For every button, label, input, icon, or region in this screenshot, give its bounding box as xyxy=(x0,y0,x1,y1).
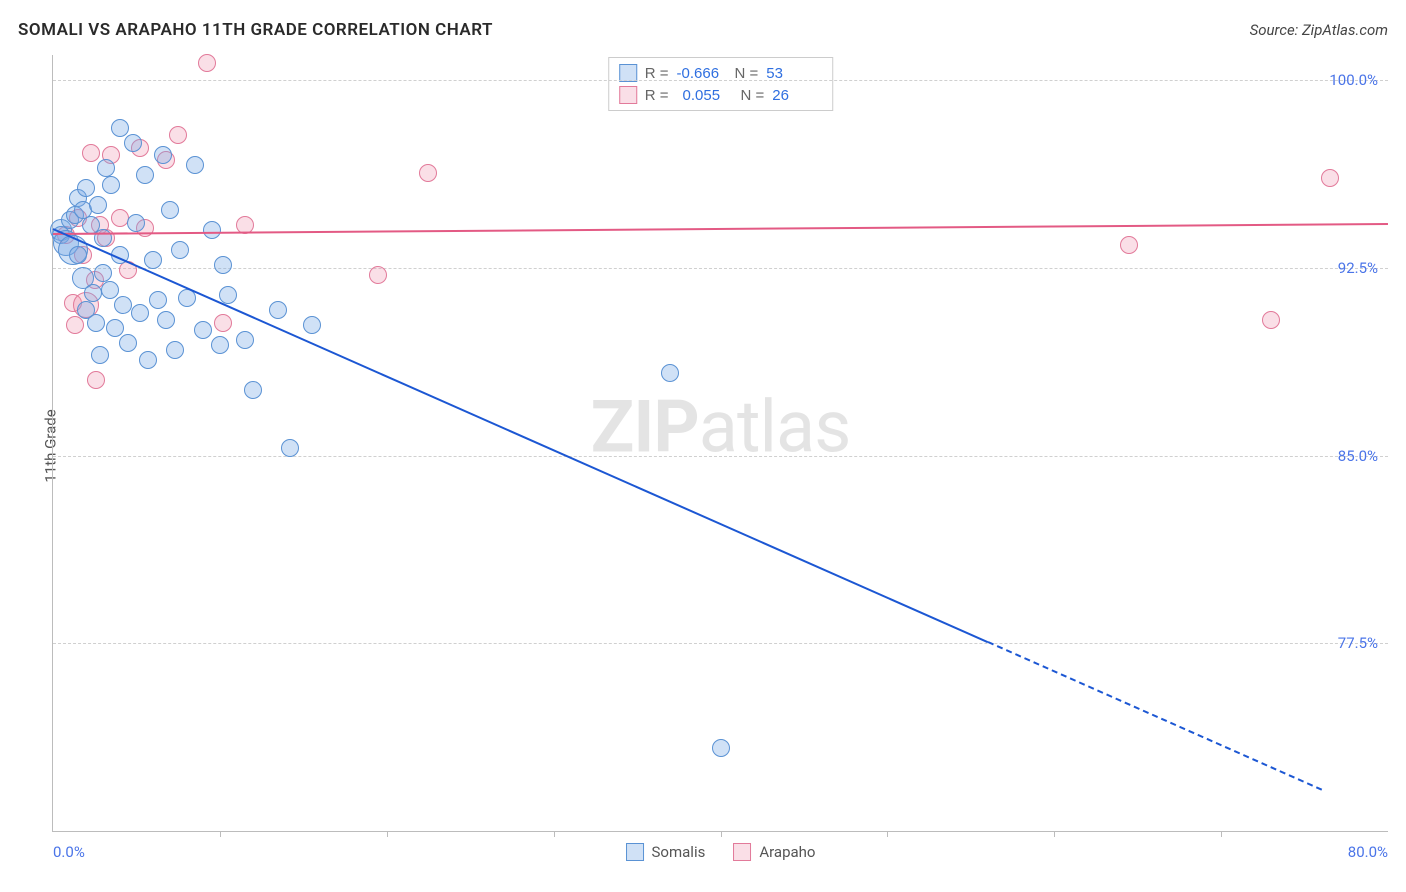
data-point-somalis xyxy=(87,314,105,332)
data-point-somalis xyxy=(94,264,112,282)
series-legend: Somalis Arapaho xyxy=(626,843,816,861)
gridline xyxy=(53,456,1388,457)
gridline xyxy=(53,268,1388,269)
data-point-somalis xyxy=(139,351,157,369)
x-axis-min-label: 0.0% xyxy=(53,843,85,861)
data-point-arapaho xyxy=(1321,169,1339,187)
data-point-somalis xyxy=(127,214,145,232)
data-point-somalis xyxy=(171,241,189,259)
data-point-somalis xyxy=(712,739,730,757)
data-point-somalis xyxy=(211,336,229,354)
data-point-arapaho xyxy=(1262,311,1280,329)
data-point-somalis xyxy=(101,281,119,299)
x-tick xyxy=(721,831,722,837)
data-point-arapaho xyxy=(1120,236,1138,254)
swatch-arapaho-icon xyxy=(733,843,751,861)
data-point-somalis xyxy=(69,246,87,264)
data-point-somalis xyxy=(281,439,299,457)
trendline-somalis-extrapolated xyxy=(987,641,1322,791)
y-tick-label: 92.5% xyxy=(1338,259,1378,277)
y-tick-label: 77.5% xyxy=(1338,634,1378,652)
data-point-somalis xyxy=(124,134,142,152)
data-point-arapaho xyxy=(82,144,100,162)
x-tick xyxy=(554,831,555,837)
data-point-somalis xyxy=(77,179,95,197)
data-point-somalis xyxy=(214,256,232,274)
data-point-somalis xyxy=(144,251,162,269)
data-point-somalis xyxy=(236,331,254,349)
data-point-somalis xyxy=(157,311,175,329)
data-point-somalis xyxy=(203,221,221,239)
data-point-somalis xyxy=(149,291,167,309)
data-point-somalis xyxy=(119,334,137,352)
legend-row-arapaho: R = 0.055 N = 26 xyxy=(619,84,823,106)
trendline-somalis xyxy=(53,228,988,643)
data-point-somalis xyxy=(106,319,124,337)
data-point-somalis xyxy=(136,166,154,184)
data-point-arapaho xyxy=(198,54,216,72)
data-point-somalis xyxy=(194,321,212,339)
gridline xyxy=(53,80,1388,81)
data-point-somalis xyxy=(111,119,129,137)
data-point-arapaho xyxy=(66,316,84,334)
data-point-somalis xyxy=(94,229,112,247)
data-point-arapaho xyxy=(369,266,387,284)
data-point-somalis xyxy=(114,296,132,314)
swatch-arapaho xyxy=(619,86,637,104)
data-point-somalis xyxy=(84,284,102,302)
data-point-somalis xyxy=(131,304,149,322)
source-attribution: Source: ZipAtlas.com xyxy=(1250,21,1388,39)
data-point-somalis xyxy=(161,201,179,219)
data-point-arapaho xyxy=(87,371,105,389)
data-point-arapaho xyxy=(111,209,129,227)
data-point-somalis xyxy=(91,346,109,364)
data-point-somalis xyxy=(303,316,321,334)
data-point-arapaho xyxy=(169,126,187,144)
legend-item-somalis: Somalis xyxy=(626,843,706,861)
data-point-arapaho xyxy=(214,314,232,332)
data-point-somalis xyxy=(186,156,204,174)
x-axis-max-label: 80.0% xyxy=(1348,843,1388,861)
y-tick-label: 100.0% xyxy=(1329,71,1378,89)
correlation-legend: R = -0.666 N = 53 R = 0.055 N = 26 xyxy=(608,57,834,111)
watermark: ZIPatlas xyxy=(591,385,851,470)
data-point-somalis xyxy=(166,341,184,359)
x-tick xyxy=(1221,831,1222,837)
data-point-somalis xyxy=(661,364,679,382)
gridline xyxy=(53,643,1388,644)
chart-title: SOMALI VS ARAPAHO 11TH GRADE CORRELATION… xyxy=(18,20,493,40)
data-point-somalis xyxy=(102,176,120,194)
swatch-somalis-icon xyxy=(626,843,644,861)
x-tick xyxy=(220,831,221,837)
data-point-somalis xyxy=(97,159,115,177)
legend-item-arapaho: Arapaho xyxy=(733,843,815,861)
scatter-plot-area: ZIPatlas R = -0.666 N = 53 R = 0.055 N =… xyxy=(52,55,1388,832)
y-tick-label: 85.0% xyxy=(1338,447,1378,465)
x-tick xyxy=(1054,831,1055,837)
data-point-somalis xyxy=(269,301,287,319)
x-tick xyxy=(387,831,388,837)
data-point-arapaho xyxy=(419,164,437,182)
x-tick xyxy=(887,831,888,837)
data-point-somalis xyxy=(244,381,262,399)
data-point-somalis xyxy=(89,196,107,214)
data-point-somalis xyxy=(154,146,172,164)
